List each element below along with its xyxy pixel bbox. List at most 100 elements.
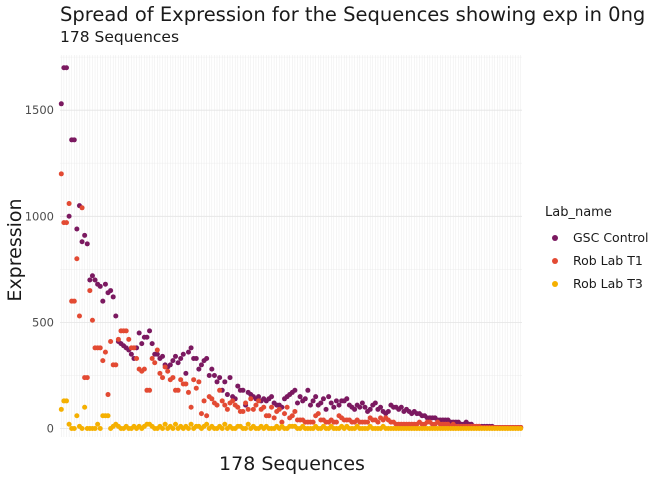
- point-gsc-control: [79, 239, 85, 245]
- point-rob-lab-t3: [243, 426, 249, 432]
- point-rob-lab-t1: [71, 298, 77, 304]
- point-rob-lab-t1: [217, 387, 223, 393]
- point-gsc-control: [326, 394, 332, 400]
- point-gsc-control: [352, 406, 358, 412]
- point-gsc-control: [214, 379, 220, 385]
- point-gsc-control: [84, 241, 90, 247]
- point-rob-lab-t1: [108, 339, 114, 344]
- point-gsc-control: [66, 213, 72, 219]
- point-gsc-control: [292, 387, 298, 393]
- point-rob-lab-t1: [123, 328, 129, 334]
- point-gsc-control: [110, 294, 116, 300]
- point-rob-lab-t1: [240, 409, 246, 415]
- point-rob-lab-t1: [204, 413, 210, 419]
- point-rob-lab-t1: [198, 411, 204, 417]
- point-rob-lab-t3: [92, 426, 98, 432]
- point-gsc-control: [398, 404, 404, 410]
- point-gsc-control: [128, 351, 134, 357]
- point-gsc-control: [139, 341, 145, 347]
- point-rob-lab-t3: [160, 426, 166, 432]
- point-rob-lab-t3: [170, 426, 176, 432]
- point-rob-lab-t1: [235, 404, 241, 410]
- point-rob-lab-t1: [292, 409, 298, 415]
- point-gsc-control: [320, 396, 326, 402]
- point-gsc-control: [206, 372, 212, 378]
- point-gsc-control: [211, 372, 217, 378]
- grid-lines: [60, 55, 522, 437]
- point-rob-lab-t1: [250, 406, 256, 412]
- point-rob-lab-t1: [157, 370, 163, 376]
- legend-item-gsc-control: GSC Control: [545, 226, 649, 249]
- data-points: [58, 65, 524, 432]
- point-rob-lab-t1: [185, 389, 191, 395]
- point-rob-lab-t3: [63, 398, 69, 404]
- point-rob-lab-t1: [154, 347, 160, 353]
- point-rob-lab-t3: [185, 426, 191, 432]
- point-gsc-control: [305, 387, 311, 393]
- legend-label: Rob Lab T3: [573, 276, 643, 291]
- point-gsc-control: [328, 400, 334, 406]
- point-rob-lab-t1: [97, 345, 103, 351]
- y-tick-label: 1000: [25, 209, 54, 223]
- legend-label: Rob Lab T1: [573, 253, 643, 268]
- point-gsc-control: [188, 345, 194, 351]
- point-gsc-control: [193, 355, 199, 361]
- x-axis-label: 178 Sequences: [219, 453, 365, 475]
- point-rob-lab-t1: [58, 171, 64, 177]
- point-gsc-control: [362, 404, 368, 410]
- point-rob-lab-t1: [253, 402, 259, 408]
- legend-key-rob-lab-t3: [545, 280, 565, 287]
- point-rob-lab-t1: [284, 404, 290, 410]
- point-rob-lab-t1: [165, 368, 171, 374]
- point-gsc-control: [323, 406, 329, 412]
- point-gsc-control: [82, 232, 88, 238]
- point-rob-lab-t1: [170, 375, 176, 381]
- point-gsc-control: [178, 355, 184, 361]
- point-gsc-control: [180, 351, 186, 357]
- point-rob-lab-t1: [89, 317, 95, 323]
- point-gsc-control: [89, 273, 95, 279]
- point-rob-lab-t1: [196, 379, 202, 385]
- point-rob-lab-t1: [209, 396, 215, 402]
- point-gsc-control: [175, 360, 181, 366]
- point-rob-lab-t1: [141, 366, 147, 372]
- point-gsc-control: [372, 400, 378, 406]
- legend-key-gsc-control: [545, 234, 565, 241]
- point-gsc-control: [297, 394, 303, 400]
- point-rob-lab-t1: [188, 404, 194, 410]
- point-rob-lab-t1: [375, 419, 381, 425]
- point-gsc-control: [331, 404, 337, 410]
- point-rob-lab-t3: [58, 406, 64, 412]
- point-rob-lab-t3: [222, 421, 228, 427]
- legend-item-rob-lab-t3: Rob Lab T3: [545, 272, 649, 295]
- point-rob-lab-t1: [243, 400, 249, 406]
- y-tick-label: 500: [32, 315, 54, 329]
- point-rob-lab-t1: [102, 349, 108, 355]
- point-rob-lab-t3: [173, 421, 178, 427]
- point-gsc-control: [204, 355, 210, 361]
- point-rob-lab-t1: [230, 398, 236, 404]
- point-rob-lab-t1: [256, 398, 262, 404]
- point-gsc-control: [318, 400, 324, 406]
- point-rob-lab-t3: [71, 426, 77, 432]
- point-rob-lab-t1: [261, 404, 267, 410]
- point-rob-lab-t1: [276, 406, 282, 412]
- point-rob-lab-t1: [201, 398, 207, 404]
- point-rob-lab-t3: [79, 426, 85, 432]
- point-gsc-control: [113, 313, 119, 319]
- point-gsc-control: [217, 375, 223, 381]
- point-gsc-control: [359, 400, 365, 406]
- point-rob-lab-t1: [191, 377, 197, 383]
- point-rob-lab-t1: [365, 419, 371, 425]
- point-gsc-control: [144, 334, 150, 340]
- point-gsc-control: [367, 406, 373, 412]
- point-gsc-control: [256, 394, 262, 400]
- point-gsc-control: [92, 277, 98, 283]
- point-gsc-control: [71, 137, 77, 143]
- point-rob-lab-t1: [269, 404, 275, 410]
- point-rob-lab-t3: [66, 421, 72, 427]
- point-gsc-control: [302, 396, 308, 402]
- point-rob-lab-t3: [105, 413, 111, 419]
- point-rob-lab-t3: [74, 413, 80, 419]
- point-rob-lab-t1: [105, 392, 111, 398]
